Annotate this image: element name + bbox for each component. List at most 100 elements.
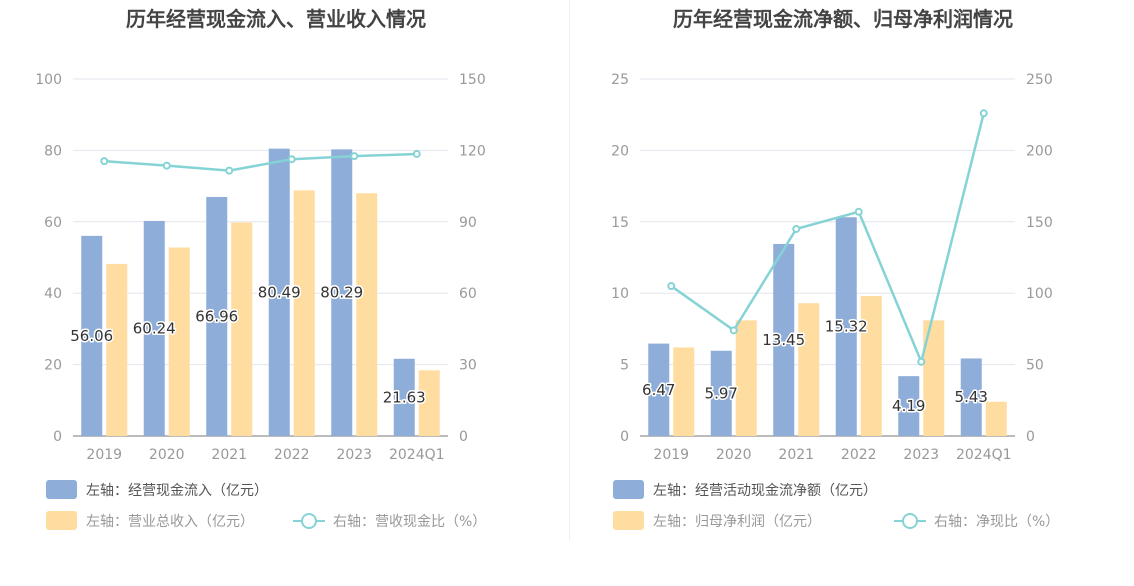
bar-data-label: 4.19 bbox=[892, 397, 925, 415]
left-axis-tick-label: 60 bbox=[44, 215, 62, 231]
x-axis-tick-label: 2022 bbox=[274, 447, 310, 463]
line-point bbox=[792, 224, 801, 233]
x-axis-tick-label: 2020 bbox=[149, 447, 185, 463]
left-axis-tick-label: 80 bbox=[44, 143, 62, 159]
bar-series1 bbox=[393, 358, 415, 436]
bar-series1 bbox=[143, 220, 165, 436]
line-series3 bbox=[104, 152, 417, 172]
bar-series1 bbox=[773, 243, 795, 436]
chart-panel-right: 历年经营现金流净额、归母净利润情况 0 5 10 15 20 25 0 50 100 150 200 2… bbox=[567, 0, 1134, 582]
x-axis-tick-label: 2023 bbox=[903, 447, 939, 463]
bar-series1 bbox=[648, 343, 670, 436]
right-axis-tick-label: 90 bbox=[459, 215, 477, 231]
bar-series1 bbox=[81, 235, 103, 436]
right-axis-tick-label: 100 bbox=[1026, 286, 1053, 302]
bar-data-label: 80.49 bbox=[258, 283, 301, 301]
bar-series1 bbox=[206, 196, 228, 436]
line-point bbox=[854, 207, 863, 216]
legend-marker-series3 bbox=[902, 513, 918, 529]
legend-label-series2: 左轴：营业总收入（亿元） bbox=[86, 514, 254, 530]
x-axis-tick-label: 2021 bbox=[211, 447, 247, 463]
line-point bbox=[412, 149, 421, 158]
bar-series2 bbox=[418, 370, 440, 436]
bar-series2 bbox=[860, 296, 882, 436]
legend-marker-series3 bbox=[301, 513, 317, 529]
bar-data-label: 66.96 bbox=[195, 307, 238, 325]
bar-series2 bbox=[293, 190, 315, 436]
chart-title: 历年经营现金流净额、归母净利润情况 bbox=[673, 7, 1013, 31]
x-axis-tick-label: 2021 bbox=[778, 447, 814, 463]
bar-data-label: 80.29 bbox=[320, 284, 363, 302]
right-axis-tick-label: 60 bbox=[459, 286, 477, 302]
right-axis-tick-label: 250 bbox=[1026, 72, 1053, 88]
x-axis-tick-label: 2023 bbox=[336, 447, 372, 463]
legend-label-series3: 右轴：营收现金比（%） bbox=[333, 514, 486, 530]
x-axis-tick-label: 2022 bbox=[841, 447, 877, 463]
left-axis-tick-label: 25 bbox=[611, 72, 629, 88]
legend-swatch-series1 bbox=[46, 480, 77, 499]
bar-data-label: 15.32 bbox=[825, 318, 868, 336]
right-axis-tick-label: 150 bbox=[1026, 215, 1053, 231]
bar-series2 bbox=[798, 303, 820, 436]
x-axis-tick-label: 2019 bbox=[86, 447, 122, 463]
right-axis-tick-label: 0 bbox=[459, 429, 468, 445]
bar-series2 bbox=[923, 320, 945, 436]
line-point bbox=[225, 166, 234, 175]
bar-series2 bbox=[231, 222, 253, 436]
left-axis-tick-label: 20 bbox=[611, 143, 629, 159]
line-point bbox=[979, 109, 988, 118]
legend-swatch-series1 bbox=[613, 480, 644, 499]
x-axis-tick-label: 2020 bbox=[716, 447, 752, 463]
line-point bbox=[100, 157, 109, 166]
bar-series1 bbox=[960, 358, 982, 436]
line-point bbox=[287, 155, 296, 164]
legend-label-series1: 左轴：经营活动现金流净额（亿元） bbox=[653, 483, 877, 499]
bar-series1 bbox=[268, 148, 290, 436]
chart-title: 历年经营现金流入、营业收入情况 bbox=[126, 7, 426, 31]
bar-series2 bbox=[168, 247, 190, 436]
bar-series1 bbox=[898, 376, 920, 436]
left-axis-tick-label: 0 bbox=[53, 429, 62, 445]
legend-swatch-series2 bbox=[46, 511, 77, 530]
line-point bbox=[729, 326, 738, 335]
line-point bbox=[917, 357, 926, 366]
bar-data-label: 13.45 bbox=[762, 331, 805, 349]
legend-swatch-series2 bbox=[613, 511, 644, 530]
line-point bbox=[667, 282, 676, 291]
line-series3 bbox=[670, 112, 985, 366]
legend-label-series1: 左轴：经营现金流入（亿元） bbox=[86, 483, 268, 499]
right-axis-tick-label: 120 bbox=[459, 143, 486, 159]
left-axis-tick-label: 0 bbox=[620, 429, 629, 445]
x-axis-tick-label: 2024Q1 bbox=[389, 447, 445, 463]
left-axis-tick-label: 100 bbox=[35, 72, 62, 88]
bar-series2 bbox=[985, 401, 1007, 436]
bar-series1 bbox=[331, 149, 353, 437]
chart-panel-left: 历年经营现金流入、营业收入情况 0 20 40 60 80 100 0 30 60 90 120 150… bbox=[0, 0, 567, 582]
bar-series2 bbox=[673, 347, 695, 436]
bar-data-label: 5.97 bbox=[705, 384, 738, 402]
chart-net-cashflow-profit: 历年经营现金流净额、归母净利润情况05101520250501001502002… bbox=[611, 7, 1059, 530]
right-axis-tick-label: 0 bbox=[1026, 429, 1035, 445]
right-axis-tick-label: 200 bbox=[1026, 143, 1053, 159]
chart-cashflow-revenue: 历年经营现金流入、营业收入情况 0 20 40 60 80 100 0 30 60 90 120 150… bbox=[35, 7, 486, 530]
bar-data-label: 6.47 bbox=[642, 381, 675, 399]
left-axis-tick-label: 5 bbox=[620, 358, 629, 374]
bar-data-label: 60.24 bbox=[133, 319, 176, 337]
x-axis-tick-label: 2019 bbox=[653, 447, 689, 463]
bar-series1 bbox=[710, 350, 732, 436]
bar-series2 bbox=[735, 320, 757, 436]
line-point bbox=[350, 152, 359, 161]
left-axis-tick-label: 40 bbox=[44, 286, 62, 302]
bar-series2 bbox=[356, 193, 378, 436]
x-axis-tick-label: 2024Q1 bbox=[956, 447, 1012, 463]
bar-series2 bbox=[106, 263, 128, 436]
right-axis-tick-label: 150 bbox=[459, 72, 486, 88]
legend-label-series3: 右轴：净现比（%） bbox=[934, 514, 1059, 530]
legend-label-series2: 左轴：归母净利润（亿元） bbox=[653, 513, 821, 530]
bar-data-label: 56.06 bbox=[70, 327, 113, 345]
bar-data-label: 21.63 bbox=[383, 388, 426, 406]
bar-series1 bbox=[835, 217, 857, 436]
left-axis-tick-label: 10 bbox=[611, 286, 629, 302]
left-axis-tick-label: 20 bbox=[44, 358, 62, 374]
left-axis-tick-label: 15 bbox=[611, 215, 629, 231]
